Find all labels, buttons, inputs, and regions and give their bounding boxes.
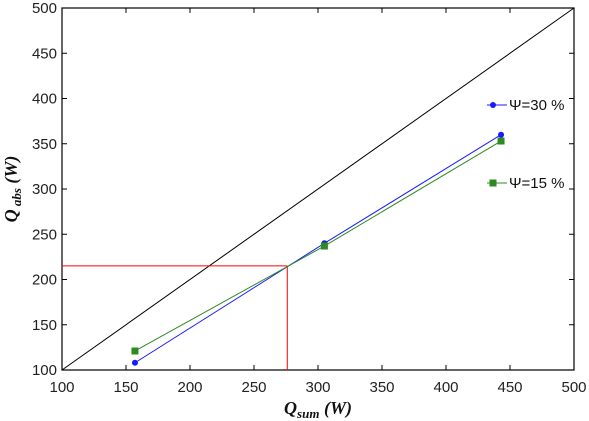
x-tick-label: 400 bbox=[433, 379, 458, 396]
series-2-point bbox=[320, 242, 328, 250]
x-tick-label: 200 bbox=[177, 379, 202, 396]
legend-label-2: Ψ=15 % bbox=[509, 175, 564, 192]
x-tick-label: 100 bbox=[49, 379, 74, 396]
y-tick-label: 200 bbox=[32, 272, 57, 289]
legend-label-1: Ψ=30 % bbox=[509, 97, 564, 114]
y-tick-label: 150 bbox=[32, 317, 57, 334]
x-tick-label: 450 bbox=[497, 379, 522, 396]
y-tick-label: 450 bbox=[32, 45, 57, 62]
legend-marker-1 bbox=[490, 102, 496, 108]
x-tick-label: 150 bbox=[113, 379, 138, 396]
x-tick-label: 500 bbox=[561, 379, 586, 396]
y-tick-label: 400 bbox=[32, 91, 57, 108]
reference-line-diagonal bbox=[61, 7, 575, 371]
x-tick-label: 250 bbox=[241, 379, 266, 396]
y-tick-label: 250 bbox=[32, 226, 57, 243]
series-2-point bbox=[131, 347, 139, 355]
series-1-point bbox=[498, 131, 505, 138]
x-tick-label: 350 bbox=[369, 379, 394, 396]
series-1-point bbox=[131, 359, 138, 366]
y-tick-label: 300 bbox=[32, 181, 57, 198]
y-tick-label: 350 bbox=[32, 136, 57, 153]
y-axis-title: Q abs (W) bbox=[1, 156, 24, 223]
series-line-1 bbox=[134, 134, 502, 364]
y-tick-label: 100 bbox=[32, 362, 57, 379]
series-2-point bbox=[497, 137, 505, 145]
x-axis-title: Qsum (W) bbox=[284, 398, 352, 421]
y-tick-label: 500 bbox=[32, 0, 57, 17]
x-tick-label: 300 bbox=[305, 379, 330, 396]
legend-marker-2 bbox=[489, 179, 497, 187]
series-line-2 bbox=[134, 140, 502, 352]
